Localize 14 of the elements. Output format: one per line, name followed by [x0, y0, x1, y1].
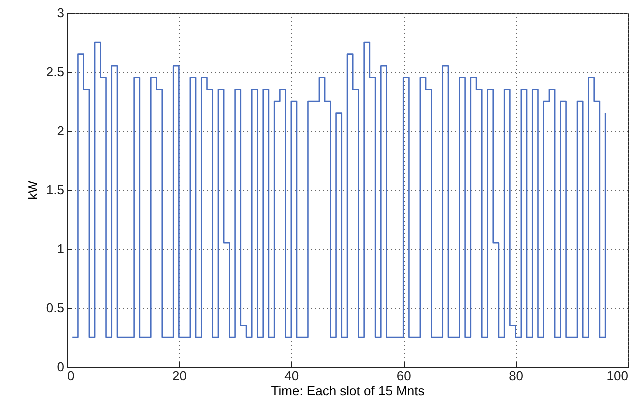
y-tick-label: 2: [57, 124, 64, 138]
x-tick-label: 0: [68, 368, 75, 384]
y-tick-label: 1.5: [46, 182, 64, 198]
x-tick-label: 40: [284, 368, 300, 384]
y-tick-label: 2.5: [46, 64, 64, 80]
y-tick-label: 1: [57, 242, 64, 256]
x-tick-label: 60: [396, 368, 412, 384]
y-tick-label: 0.5: [46, 300, 64, 316]
x-axis-title: Time: Each slot of 15 Mnts: [271, 384, 426, 398]
x-tick-label: 100: [606, 368, 628, 384]
y-axis-title: kW: [25, 180, 40, 200]
y-tick-label: 3: [57, 6, 64, 20]
x-tick-label: 20: [172, 368, 187, 384]
x-tick-label: 80: [509, 368, 524, 384]
